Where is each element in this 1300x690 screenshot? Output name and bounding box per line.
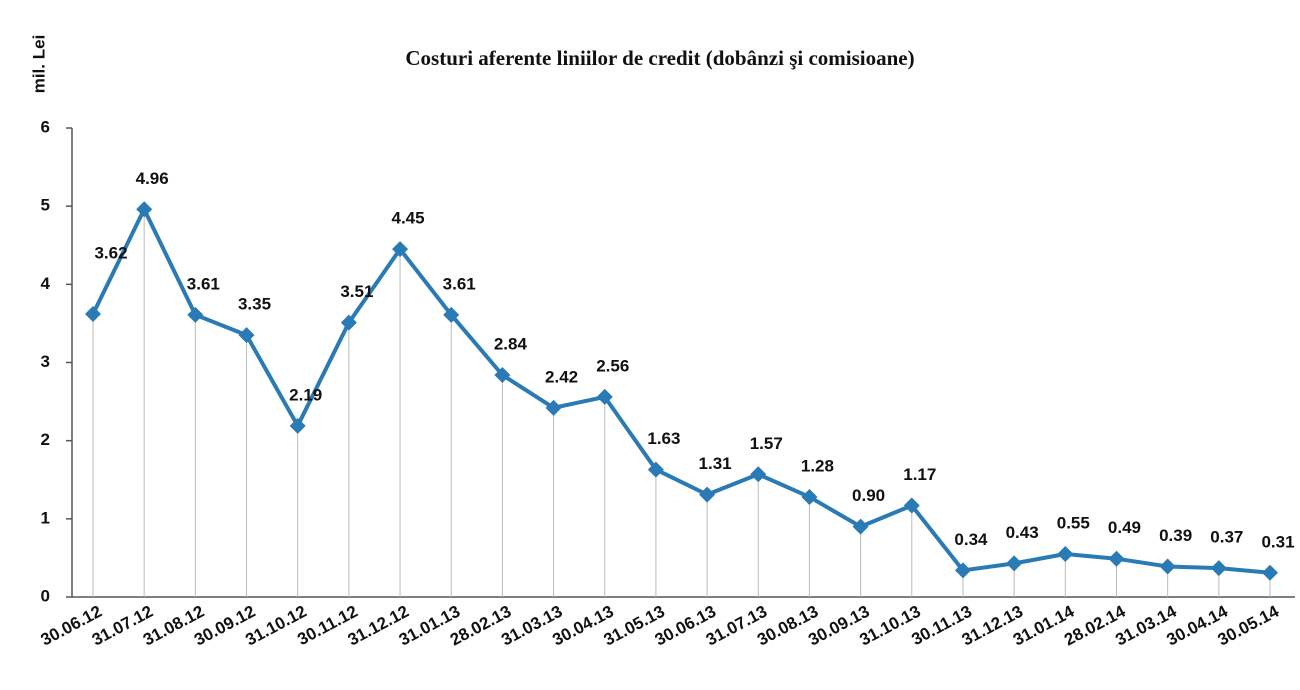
- marker: [340, 314, 357, 331]
- marker: [1210, 560, 1227, 577]
- line: [91, 207, 1271, 575]
- marker: [801, 488, 818, 505]
- marker: [1108, 550, 1125, 567]
- marker: [392, 241, 409, 258]
- data-label: 0.37: [1210, 528, 1243, 547]
- y-tick-label: 5: [41, 196, 50, 215]
- marker: [85, 306, 101, 323]
- marker: [238, 327, 255, 344]
- marker: [699, 486, 716, 503]
- y-axis-label: mil. Lei: [29, 35, 48, 94]
- data-label: 1.17: [903, 465, 936, 484]
- y-tick-label: 2: [41, 430, 50, 449]
- data-label: 1.57: [750, 434, 783, 453]
- data-label: 0.43: [1006, 523, 1039, 542]
- marker: [1262, 564, 1278, 581]
- y-tick-label: 3: [41, 352, 50, 371]
- data-label: 2.84: [494, 334, 528, 353]
- y-tick-label: 4: [41, 274, 51, 293]
- marker: [545, 399, 562, 416]
- marker: [1006, 555, 1023, 572]
- data-label: 3.51: [340, 282, 373, 301]
- marker: [852, 518, 869, 535]
- data-label: 2.56: [596, 356, 629, 375]
- y-tick-label: 6: [41, 117, 50, 136]
- data-label: 2.19: [289, 385, 322, 404]
- marker: [136, 201, 153, 218]
- data-label: 0.55: [1057, 513, 1090, 532]
- y-tick-label: 1: [41, 508, 50, 527]
- marker: [289, 417, 306, 434]
- data-label: 3.61: [443, 274, 476, 293]
- marker: [954, 562, 971, 579]
- marker: [1057, 546, 1074, 563]
- data-label: 3.61: [187, 274, 220, 293]
- marker: [647, 461, 664, 478]
- data-label: 1.31: [699, 454, 732, 473]
- data-label: 1.63: [647, 429, 680, 448]
- data-label: 0.49: [1108, 518, 1141, 537]
- marker: [750, 466, 767, 483]
- marker: [903, 497, 920, 514]
- data-label: 2.42: [545, 367, 578, 386]
- data-label: 0.34: [954, 530, 988, 549]
- marker: [494, 367, 511, 384]
- marker: [443, 306, 460, 323]
- data-label: 4.45: [391, 209, 424, 228]
- data-label: 3.35: [238, 295, 271, 314]
- marker: [187, 306, 204, 323]
- data-label: 3.62: [94, 244, 127, 263]
- marker: [1159, 558, 1176, 575]
- data-label: 0.31: [1261, 532, 1294, 551]
- data-label: 4.96: [136, 169, 169, 188]
- data-label: 1.28: [801, 456, 834, 475]
- marker: [596, 388, 613, 405]
- y-tick-label: 0: [41, 586, 50, 605]
- chart-title: Costuri aferente liniilor de credit (dob…: [405, 46, 914, 70]
- data-label: 0.39: [1159, 526, 1192, 545]
- data-label: 0.90: [852, 486, 885, 505]
